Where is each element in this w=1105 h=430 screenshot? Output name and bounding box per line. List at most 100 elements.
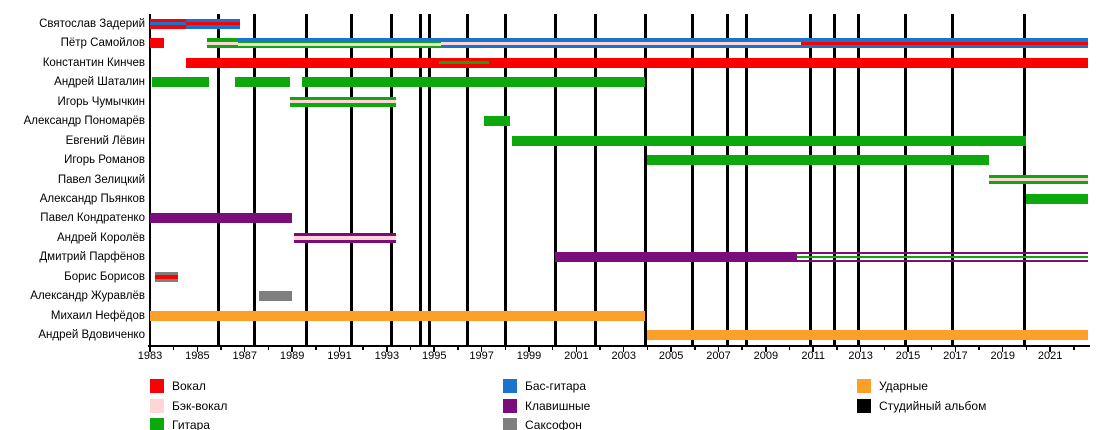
x-axis-minor-tick [267, 346, 270, 350]
bar-stripe-guitar [235, 77, 290, 88]
legend-label-guitar: Гитара [172, 418, 210, 430]
timeline-bar-segment [647, 155, 989, 166]
timeline-bar-segment [555, 252, 797, 263]
x-axis-major-tick [149, 346, 151, 352]
member-label: Игорь Романов [64, 154, 145, 167]
member-label: Андрей Вдовиченко [38, 329, 145, 342]
timeline-bar-segment [185, 18, 240, 29]
member-label: Пётр Самойлов [60, 37, 145, 50]
timeline-bar-segment [289, 96, 397, 107]
bar-stripe-backing [988, 177, 1088, 182]
bar-stripe-keyboards [150, 213, 293, 224]
x-tick-label: 1985 [185, 350, 210, 362]
timeline-bar-segment [235, 77, 290, 88]
timeline-bar-segment [150, 18, 186, 29]
timeline-bar-segment [483, 116, 511, 127]
x-axis-major-tick [765, 346, 767, 352]
x-axis-minor-tick [409, 346, 412, 350]
studio-album-line [856, 14, 860, 345]
x-axis-minor-tick [220, 346, 222, 350]
timeline-bar-segment [154, 271, 179, 282]
bar-stripe-keyboards [294, 232, 397, 237]
legend-swatch-backing [150, 399, 164, 413]
x-axis-minor-tick [1025, 346, 1028, 350]
bar-stripe-guitar [237, 40, 442, 44]
legend-label-vocals: Вокал [172, 379, 206, 393]
timeline-bar-segment [206, 38, 238, 49]
member-label: Павел Зелицкий [57, 173, 145, 186]
studio-album-line [593, 14, 597, 345]
studio-album-line [252, 14, 256, 345]
studio-album-line [833, 14, 837, 345]
member-label: Павел Кондратенко [40, 212, 145, 225]
legend-label-backing: Бэк-вокал [172, 399, 228, 413]
member-label: Евгений Лёвин [65, 134, 145, 147]
bar-stripe-guitar [301, 77, 646, 88]
bar-stripe-drums [647, 330, 1088, 341]
timeline-bar-segment [488, 57, 1088, 68]
x-axis-minor-tick [978, 346, 980, 350]
x-axis-major-tick [291, 346, 293, 352]
legend-swatch-sax [503, 418, 517, 430]
x-tick-label: 1989 [279, 350, 305, 362]
x-tick-label: 1999 [516, 350, 542, 362]
x-tick-label: 2009 [753, 350, 779, 362]
x-axis-major-tick [386, 346, 388, 352]
bar-stripe-guitar [438, 61, 489, 65]
studio-album-line [503, 14, 507, 345]
member-label: Игорь Чумычкин [57, 95, 145, 108]
bar-stripe-guitar [206, 44, 238, 49]
member-label: Дмитрий Парфёнов [39, 251, 145, 264]
studio-album-line [349, 14, 353, 345]
x-axis-major-tick [670, 346, 672, 352]
x-axis-major-tick [1049, 346, 1051, 352]
bar-stripe-vocals [801, 41, 1088, 45]
timeline-bar-segment [150, 310, 646, 321]
x-axis-major-tick [954, 346, 957, 352]
bar-stripe-sax [154, 271, 179, 276]
timeline-bar-segment [185, 57, 439, 68]
studio-album-line [428, 14, 431, 345]
bar-stripe-vocals [185, 57, 439, 68]
x-axis-major-tick [338, 346, 341, 352]
x-axis-minor-tick [551, 346, 554, 350]
legend-label-sax: Саксофон [525, 418, 582, 430]
member-label: Андрей Шаталин [54, 76, 145, 89]
x-axis-major-tick [1001, 346, 1004, 352]
timeline-bar-segment [258, 291, 293, 302]
timeline-bar-segment [441, 38, 802, 49]
bar-stripe-keyboards [555, 252, 797, 263]
bar-stripe-keyboards [796, 252, 1088, 255]
x-tick-label: 2013 [848, 350, 873, 362]
member-label: Михаил Нефёдов [50, 309, 145, 322]
x-tick-label: 1991 [327, 350, 352, 362]
x-axis-minor-tick [694, 346, 696, 350]
x-tick-label: 2015 [895, 350, 921, 362]
studio-album-line [745, 14, 749, 345]
x-axis-minor-tick [362, 346, 364, 350]
y-axis-line [149, 14, 151, 345]
legend-swatch-bass [503, 379, 517, 393]
bar-stripe-bass [150, 22, 186, 26]
x-axis-minor-tick [788, 346, 791, 350]
studio-album-line [643, 14, 647, 345]
member-label: Борис Борисов [64, 270, 145, 283]
x-axis-major-tick [433, 346, 435, 352]
x-axis-minor-tick [741, 346, 743, 350]
legend-swatch-keyboards [503, 399, 517, 413]
x-tick-label: 1997 [469, 350, 494, 362]
bar-stripe-vocals [438, 57, 489, 61]
x-tick-label: 2001 [564, 350, 589, 362]
bar-stripe-sax [154, 278, 179, 282]
timeline-bar-segment [150, 38, 165, 49]
bar-stripe-guitar [237, 45, 442, 49]
timeline-bar-segment [647, 330, 1088, 341]
member-label: Александр Журавлёв [30, 290, 145, 303]
studio-album-line [809, 14, 813, 345]
x-tick-label: 2011 [801, 350, 826, 362]
bar-stripe-guitar [289, 103, 397, 107]
member-label: Александр Пьянков [39, 192, 145, 205]
studio-album-line [690, 14, 694, 345]
x-axis-major-tick [812, 346, 814, 352]
